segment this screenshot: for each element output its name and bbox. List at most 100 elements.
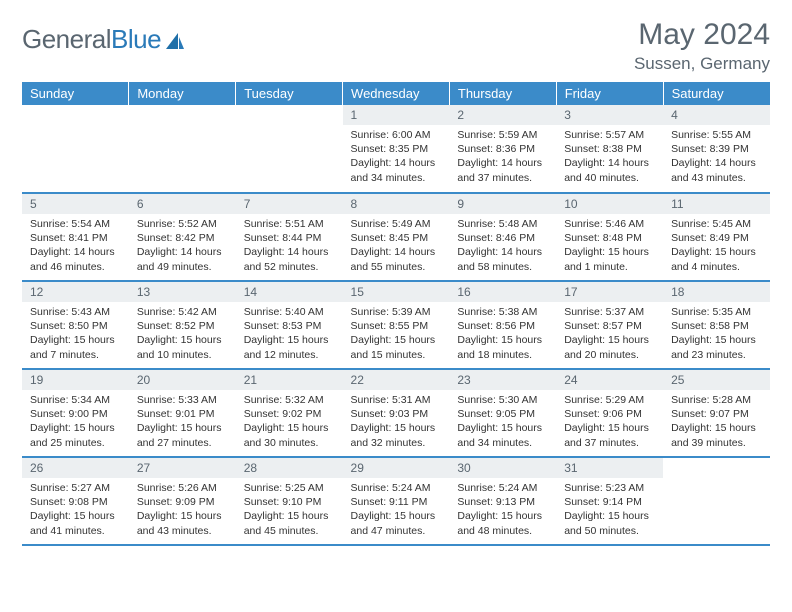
day-number: 29: [343, 458, 450, 478]
calendar-cell: 25Sunrise: 5:28 AMSunset: 9:07 PMDayligh…: [663, 369, 770, 457]
sail-icon: [164, 31, 186, 51]
brand-text: GeneralBlue: [22, 24, 161, 55]
day-details: Sunrise: 5:24 AMSunset: 9:13 PMDaylight:…: [449, 478, 556, 542]
day-number: 9: [449, 194, 556, 214]
calendar-cell: 28Sunrise: 5:25 AMSunset: 9:10 PMDayligh…: [236, 457, 343, 545]
day-number: 4: [663, 105, 770, 125]
day-details: Sunrise: 5:39 AMSunset: 8:55 PMDaylight:…: [343, 302, 450, 366]
day-details: Sunrise: 5:57 AMSunset: 8:38 PMDaylight:…: [556, 125, 663, 189]
weekday-header: Tuesday: [236, 82, 343, 105]
day-details: Sunrise: 5:24 AMSunset: 9:11 PMDaylight:…: [343, 478, 450, 542]
day-details: Sunrise: 5:29 AMSunset: 9:06 PMDaylight:…: [556, 390, 663, 454]
day-details: Sunrise: 5:54 AMSunset: 8:41 PMDaylight:…: [22, 214, 129, 278]
calendar-cell: [236, 105, 343, 193]
calendar-cell: 13Sunrise: 5:42 AMSunset: 8:52 PMDayligh…: [129, 281, 236, 369]
day-details: Sunrise: 6:00 AMSunset: 8:35 PMDaylight:…: [343, 125, 450, 189]
weekday-header: Saturday: [663, 82, 770, 105]
calendar-cell: 18Sunrise: 5:35 AMSunset: 8:58 PMDayligh…: [663, 281, 770, 369]
calendar-cell: 4Sunrise: 5:55 AMSunset: 8:39 PMDaylight…: [663, 105, 770, 193]
day-details: Sunrise: 5:35 AMSunset: 8:58 PMDaylight:…: [663, 302, 770, 366]
day-number: 13: [129, 282, 236, 302]
weekday-header: Friday: [556, 82, 663, 105]
calendar-cell: 3Sunrise: 5:57 AMSunset: 8:38 PMDaylight…: [556, 105, 663, 193]
month-title: May 2024: [634, 18, 770, 52]
day-number: 15: [343, 282, 450, 302]
calendar-cell: 14Sunrise: 5:40 AMSunset: 8:53 PMDayligh…: [236, 281, 343, 369]
calendar-cell: 2Sunrise: 5:59 AMSunset: 8:36 PMDaylight…: [449, 105, 556, 193]
day-details: Sunrise: 5:37 AMSunset: 8:57 PMDaylight:…: [556, 302, 663, 366]
day-details: Sunrise: 5:23 AMSunset: 9:14 PMDaylight:…: [556, 478, 663, 542]
calendar-cell: 16Sunrise: 5:38 AMSunset: 8:56 PMDayligh…: [449, 281, 556, 369]
day-number: 27: [129, 458, 236, 478]
calendar-cell: 8Sunrise: 5:49 AMSunset: 8:45 PMDaylight…: [343, 193, 450, 281]
weekday-header: Wednesday: [343, 82, 450, 105]
brand-part2: Blue: [111, 24, 161, 54]
day-details: Sunrise: 5:38 AMSunset: 8:56 PMDaylight:…: [449, 302, 556, 366]
day-number: 5: [22, 194, 129, 214]
header: GeneralBlue May 2024 Sussen, Germany: [22, 18, 770, 74]
day-number: 14: [236, 282, 343, 302]
day-number: 20: [129, 370, 236, 390]
day-details: Sunrise: 5:45 AMSunset: 8:49 PMDaylight:…: [663, 214, 770, 278]
day-details: Sunrise: 5:46 AMSunset: 8:48 PMDaylight:…: [556, 214, 663, 278]
calendar-row: 5Sunrise: 5:54 AMSunset: 8:41 PMDaylight…: [22, 193, 770, 281]
weekday-header: Thursday: [449, 82, 556, 105]
day-details: Sunrise: 5:42 AMSunset: 8:52 PMDaylight:…: [129, 302, 236, 366]
calendar-cell: 15Sunrise: 5:39 AMSunset: 8:55 PMDayligh…: [343, 281, 450, 369]
calendar-cell: 27Sunrise: 5:26 AMSunset: 9:09 PMDayligh…: [129, 457, 236, 545]
day-number: 1: [343, 105, 450, 125]
day-number: 7: [236, 194, 343, 214]
brand-logo: GeneralBlue: [22, 24, 186, 55]
calendar-cell: 12Sunrise: 5:43 AMSunset: 8:50 PMDayligh…: [22, 281, 129, 369]
day-details: Sunrise: 5:52 AMSunset: 8:42 PMDaylight:…: [129, 214, 236, 278]
calendar-head: SundayMondayTuesdayWednesdayThursdayFrid…: [22, 82, 770, 105]
day-details: Sunrise: 5:27 AMSunset: 9:08 PMDaylight:…: [22, 478, 129, 542]
day-details: Sunrise: 5:31 AMSunset: 9:03 PMDaylight:…: [343, 390, 450, 454]
calendar-row: 1Sunrise: 6:00 AMSunset: 8:35 PMDaylight…: [22, 105, 770, 193]
day-number: 28: [236, 458, 343, 478]
day-details: Sunrise: 5:34 AMSunset: 9:00 PMDaylight:…: [22, 390, 129, 454]
calendar-cell: 17Sunrise: 5:37 AMSunset: 8:57 PMDayligh…: [556, 281, 663, 369]
day-number: 12: [22, 282, 129, 302]
brand-part1: General: [22, 24, 111, 54]
day-details: Sunrise: 5:30 AMSunset: 9:05 PMDaylight:…: [449, 390, 556, 454]
day-details: Sunrise: 5:28 AMSunset: 9:07 PMDaylight:…: [663, 390, 770, 454]
weekday-header: Monday: [129, 82, 236, 105]
day-number: 10: [556, 194, 663, 214]
calendar-cell: 10Sunrise: 5:46 AMSunset: 8:48 PMDayligh…: [556, 193, 663, 281]
day-number: 6: [129, 194, 236, 214]
day-number: 25: [663, 370, 770, 390]
calendar-row: 12Sunrise: 5:43 AMSunset: 8:50 PMDayligh…: [22, 281, 770, 369]
calendar-cell: 30Sunrise: 5:24 AMSunset: 9:13 PMDayligh…: [449, 457, 556, 545]
calendar-cell: 19Sunrise: 5:34 AMSunset: 9:00 PMDayligh…: [22, 369, 129, 457]
day-number: 30: [449, 458, 556, 478]
calendar-row: 26Sunrise: 5:27 AMSunset: 9:08 PMDayligh…: [22, 457, 770, 545]
day-details: Sunrise: 5:32 AMSunset: 9:02 PMDaylight:…: [236, 390, 343, 454]
day-details: Sunrise: 5:33 AMSunset: 9:01 PMDaylight:…: [129, 390, 236, 454]
calendar-cell: [129, 105, 236, 193]
calendar-cell: 29Sunrise: 5:24 AMSunset: 9:11 PMDayligh…: [343, 457, 450, 545]
calendar-cell: 5Sunrise: 5:54 AMSunset: 8:41 PMDaylight…: [22, 193, 129, 281]
day-number: 19: [22, 370, 129, 390]
day-number: 21: [236, 370, 343, 390]
calendar-cell: 24Sunrise: 5:29 AMSunset: 9:06 PMDayligh…: [556, 369, 663, 457]
calendar-cell: [663, 457, 770, 545]
calendar-row: 19Sunrise: 5:34 AMSunset: 9:00 PMDayligh…: [22, 369, 770, 457]
calendar-cell: 9Sunrise: 5:48 AMSunset: 8:46 PMDaylight…: [449, 193, 556, 281]
calendar-cell: 31Sunrise: 5:23 AMSunset: 9:14 PMDayligh…: [556, 457, 663, 545]
calendar-cell: 11Sunrise: 5:45 AMSunset: 8:49 PMDayligh…: [663, 193, 770, 281]
day-number: 2: [449, 105, 556, 125]
day-details: Sunrise: 5:55 AMSunset: 8:39 PMDaylight:…: [663, 125, 770, 189]
title-block: May 2024 Sussen, Germany: [634, 18, 770, 74]
day-details: Sunrise: 5:49 AMSunset: 8:45 PMDaylight:…: [343, 214, 450, 278]
calendar-body: 1Sunrise: 6:00 AMSunset: 8:35 PMDaylight…: [22, 105, 770, 545]
calendar-cell: 21Sunrise: 5:32 AMSunset: 9:02 PMDayligh…: [236, 369, 343, 457]
day-number: 24: [556, 370, 663, 390]
day-number: 8: [343, 194, 450, 214]
day-number: 23: [449, 370, 556, 390]
weekday-header: Sunday: [22, 82, 129, 105]
calendar-cell: [22, 105, 129, 193]
location-label: Sussen, Germany: [634, 54, 770, 74]
day-number: 18: [663, 282, 770, 302]
calendar-cell: 26Sunrise: 5:27 AMSunset: 9:08 PMDayligh…: [22, 457, 129, 545]
